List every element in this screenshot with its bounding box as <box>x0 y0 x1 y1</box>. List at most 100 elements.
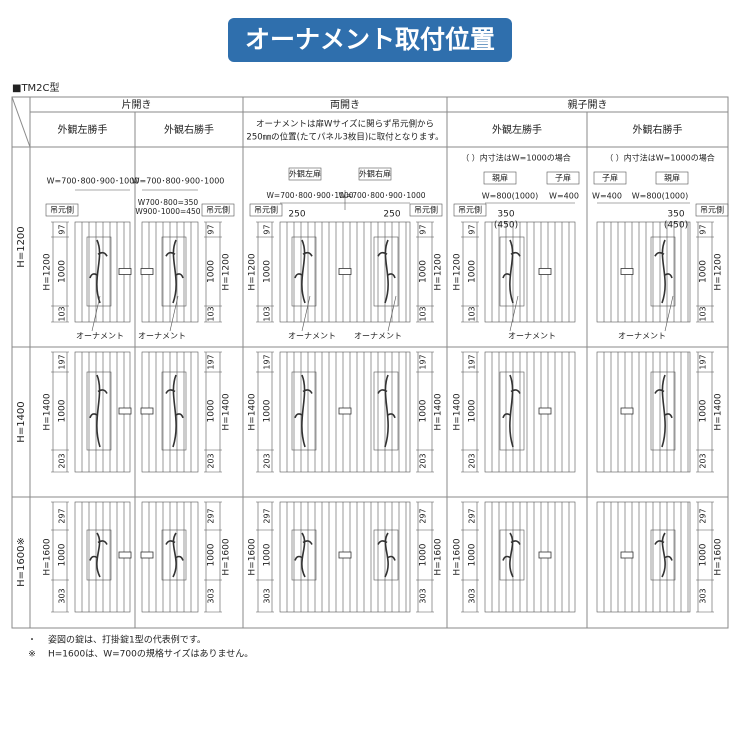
dim-height: H=1200 <box>453 253 463 290</box>
dim-middle: 1000 <box>419 399 429 422</box>
door-frame <box>279 221 411 323</box>
label-box <box>695 203 729 217</box>
lock <box>620 268 634 275</box>
lock <box>118 551 132 559</box>
dim-top: 197 <box>468 354 477 369</box>
paren-note: （ ）内寸法はW=1000の場合 <box>461 153 571 163</box>
dim-height: H=1200 <box>222 253 232 290</box>
label-box <box>546 171 580 185</box>
dim-middle: 1000 <box>468 399 478 422</box>
column-header: 外観右勝手 <box>164 123 214 136</box>
dim-top: 97 <box>263 224 272 234</box>
label: 吊元側 <box>206 205 230 215</box>
offset-label: (450) <box>494 221 518 231</box>
lock <box>338 551 352 559</box>
model-label: ■TM2C型 <box>12 81 60 94</box>
ornament-box <box>86 236 112 307</box>
dim-bottom: 203 <box>468 453 477 468</box>
dim-bottom: 303 <box>419 588 428 603</box>
dim-height: H=1400 <box>434 393 444 430</box>
row-label: H=1400 <box>16 401 27 442</box>
ornament <box>654 532 673 578</box>
label-box <box>358 167 392 181</box>
label-box <box>249 203 283 217</box>
paren-note: （ ）内寸法はW=1000の場合 <box>605 153 715 163</box>
note-text: H=1600は、W=700の規格サイズはありません。 <box>48 648 253 660</box>
dim-middle: 1000 <box>699 543 709 566</box>
lock <box>118 407 132 415</box>
dim-bottom: 203 <box>699 453 708 468</box>
dim-top: 297 <box>263 508 272 523</box>
dim-height: H=1400 <box>248 393 258 430</box>
row-label: H=1600※ <box>16 537 27 587</box>
dim-height: H=1600 <box>43 538 53 575</box>
ornament-box <box>291 236 317 307</box>
door-frame <box>484 221 576 323</box>
ornament-box <box>291 529 317 581</box>
door-frame <box>279 501 411 613</box>
lock <box>118 268 132 275</box>
dim-top: 97 <box>699 224 708 234</box>
offset-label: 350 <box>497 210 514 220</box>
lock <box>338 407 352 415</box>
width-label: W=700･800･900･1000 <box>132 177 225 186</box>
door-frame <box>484 351 576 473</box>
dim-height: H=1400 <box>222 393 232 430</box>
dim-middle: 1000 <box>263 399 273 422</box>
label-box <box>45 203 79 217</box>
dim-height: H=1400 <box>453 393 463 430</box>
ornament-box <box>373 529 399 581</box>
ornament <box>654 239 673 304</box>
label: 子扉 <box>555 173 571 183</box>
lock <box>620 407 634 415</box>
double-note: オーナメントは扉Wサイズに関らず吊元側から <box>256 119 434 130</box>
door-frame <box>279 351 411 473</box>
ornament <box>165 239 184 304</box>
dim-bottom: 203 <box>419 453 428 468</box>
dim-middle: 1000 <box>699 260 709 283</box>
ornament <box>89 532 108 578</box>
title: オーナメント取付位置 <box>245 25 495 54</box>
dim-bottom: 303 <box>699 588 708 603</box>
dim-height: H=1600 <box>714 538 724 575</box>
dim-height: H=1600 <box>222 538 232 575</box>
dim-top: 97 <box>419 224 428 234</box>
ornament <box>294 374 313 448</box>
label: 親扉 <box>664 173 680 183</box>
ornament <box>165 532 184 578</box>
label: 吊元側 <box>414 205 438 215</box>
offset-label: 250 <box>288 210 305 220</box>
label-box <box>483 171 517 185</box>
dim-middle: 1000 <box>263 543 273 566</box>
ornament <box>165 374 184 448</box>
column-header: 外観左勝手 <box>58 123 108 136</box>
dim-middle: 1000 <box>419 543 429 566</box>
dim-bottom: 203 <box>263 453 272 468</box>
ornament-box <box>373 371 399 451</box>
dim-top: 297 <box>699 508 708 523</box>
door-frame <box>596 221 691 323</box>
label: 外観右扉 <box>359 169 391 179</box>
ornament <box>294 239 313 304</box>
column-header: 外観左勝手 <box>492 123 542 136</box>
title-banner <box>228 18 512 62</box>
ornament-box <box>86 529 112 581</box>
dim-top: 197 <box>58 354 67 369</box>
dim-bottom: 203 <box>207 453 216 468</box>
dim-line <box>387 295 397 332</box>
dim-bottom: 103 <box>263 306 272 321</box>
label-box <box>453 203 487 217</box>
door-frame <box>596 351 691 473</box>
label: 吊元側 <box>50 205 74 215</box>
ornament-box <box>499 529 525 581</box>
ornament-box <box>161 236 187 307</box>
dim-line <box>509 295 519 332</box>
table-grid <box>11 96 729 629</box>
offset-label: (450) <box>664 221 688 231</box>
dim-bottom: 103 <box>468 306 477 321</box>
door-frame <box>596 501 691 613</box>
ornament-box <box>650 371 676 451</box>
label-box <box>655 171 689 185</box>
dim-top: 297 <box>468 508 477 523</box>
dim-bottom: 203 <box>58 453 67 468</box>
